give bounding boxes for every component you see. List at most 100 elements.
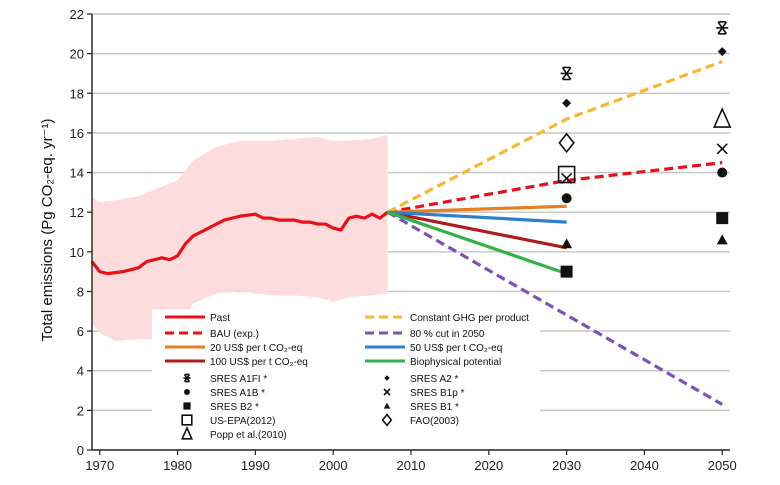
x-tick-label: 1990 xyxy=(241,458,270,473)
legend-label: Constant GHG per product xyxy=(410,313,529,324)
legend-label: Biophysical potential xyxy=(410,357,501,368)
y-tick-label: 6 xyxy=(77,324,84,339)
x-tick-label: 2030 xyxy=(552,458,581,473)
past-range-band xyxy=(92,134,388,341)
series-line xyxy=(387,210,567,250)
marker-shape xyxy=(558,132,575,154)
legend-label: SRES A1B * xyxy=(210,388,265,399)
marker-square xyxy=(716,212,729,225)
axes: 0 2 4 6 8 10 12 14 16 18 20 22 1970 1980 1990 2000 2010 2… xyxy=(70,7,737,473)
marker-stroke xyxy=(716,143,728,155)
y-tick-label: 0 xyxy=(77,443,84,458)
marker-shape xyxy=(183,402,191,410)
marker-asterisk xyxy=(716,21,729,35)
legend-label: Popp et al.(2010) xyxy=(210,430,287,441)
marker-shape xyxy=(383,402,391,409)
series-line xyxy=(387,204,567,214)
marker-shape xyxy=(561,193,572,204)
marker-small-diamond xyxy=(562,98,572,108)
series-line xyxy=(386,210,724,406)
legend-label: Past xyxy=(210,313,230,324)
past-uncertainty-band xyxy=(92,134,388,341)
marker-open-diamond xyxy=(381,413,393,427)
marker-x xyxy=(383,388,391,396)
x-tick-label: 2010 xyxy=(397,458,426,473)
y-tick-label: 22 xyxy=(70,7,84,22)
x-tick-label: 2050 xyxy=(708,458,737,473)
series-line xyxy=(387,161,723,214)
marker-stroke xyxy=(717,21,728,35)
marker-shape xyxy=(717,47,727,57)
marker-open-square xyxy=(181,414,193,426)
legend-label: US-EPA(2012) xyxy=(210,416,275,427)
marker-stroke xyxy=(183,373,191,383)
x-tick-label: 1970 xyxy=(85,458,114,473)
scenario-markers xyxy=(557,21,732,278)
marker-shape xyxy=(560,265,573,278)
legend-background xyxy=(152,309,540,443)
marker-asterisk xyxy=(560,66,573,81)
marker-triangle xyxy=(383,402,391,409)
series-line xyxy=(387,210,567,224)
series-line xyxy=(90,210,389,276)
marker-shape xyxy=(561,238,573,249)
marker-shape xyxy=(712,107,732,128)
marker-asterisk xyxy=(183,373,191,383)
y-tick-label: 4 xyxy=(77,364,84,379)
y-tick-label: 10 xyxy=(70,245,84,260)
marker-shape xyxy=(180,426,194,440)
marker-open-triangle xyxy=(180,426,194,440)
marker-stroke xyxy=(383,388,391,396)
y-tick-label: 2 xyxy=(77,403,84,418)
marker-shape xyxy=(717,167,728,178)
marker-shape xyxy=(716,212,729,225)
x-tick-label: 2040 xyxy=(630,458,659,473)
marker-small-diamond xyxy=(384,375,390,381)
marker-circle xyxy=(561,193,572,204)
y-tick-label: 8 xyxy=(77,284,84,299)
legend-label: SRES A2 * xyxy=(410,374,458,385)
marker-triangle xyxy=(716,234,728,245)
y-tick-label: 20 xyxy=(70,47,84,62)
legend-label: SRES A1FI * xyxy=(210,374,267,385)
y-axis-label: Total emissions (Pg CO₂-eq. yr⁻¹) xyxy=(39,119,56,342)
marker-small-diamond xyxy=(717,47,727,57)
x-tick-label: 2000 xyxy=(319,458,348,473)
marker-circle xyxy=(717,167,728,178)
legend: Past Constant GHG per product BAU (exp.) 80… xyxy=(152,309,540,443)
legend-label: FAO(2003) xyxy=(410,416,459,427)
y-tick-label: 14 xyxy=(70,166,84,181)
marker-circle xyxy=(184,389,190,395)
marker-shape xyxy=(381,413,393,427)
marker-shape xyxy=(181,414,193,426)
series-line xyxy=(387,210,568,276)
x-tick-label: 1980 xyxy=(163,458,192,473)
marker-square xyxy=(560,265,573,278)
marker-open-diamond xyxy=(558,132,575,154)
legend-label: 20 US$ per t CO₂-eq xyxy=(210,343,302,354)
marker-shape xyxy=(384,375,390,381)
marker-triangle xyxy=(561,238,573,249)
series-line xyxy=(386,60,723,214)
series-lines xyxy=(90,60,724,406)
marker-shape xyxy=(184,389,190,395)
legend-label: 80 % cut in 2050 xyxy=(410,329,485,340)
legend-label: 50 US$ per t CO₂-eq xyxy=(410,343,502,354)
x-tick-label: 2020 xyxy=(474,458,503,473)
marker-shape xyxy=(562,98,572,108)
y-tick-label: 16 xyxy=(70,126,84,141)
marker-stroke xyxy=(561,66,572,80)
marker-square xyxy=(183,402,191,410)
legend-label: SRES B2 * xyxy=(210,402,259,413)
legend-label: 100 US$ per t CO₂-eq xyxy=(210,357,308,368)
marker-shape xyxy=(557,165,576,184)
marker-open-square xyxy=(557,165,576,184)
legend-label: SRES B1p * xyxy=(410,388,465,399)
legend-label: SRES B1 * xyxy=(410,402,459,413)
marker-x xyxy=(716,143,728,155)
marker-open-triangle xyxy=(712,107,732,128)
y-tick-label: 12 xyxy=(70,205,84,220)
legend-label: BAU (exp.) xyxy=(210,329,259,340)
marker-shape xyxy=(716,234,728,245)
